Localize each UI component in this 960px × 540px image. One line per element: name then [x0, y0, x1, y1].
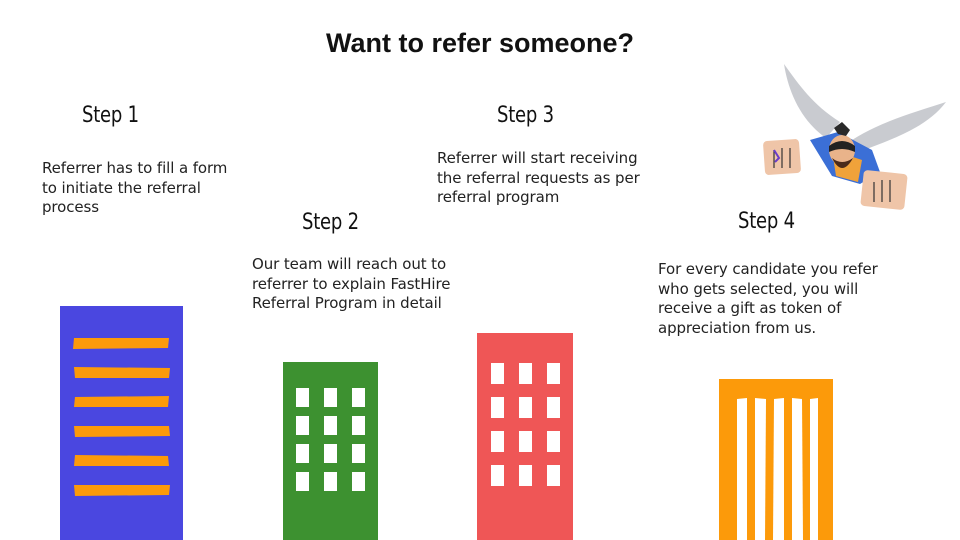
building-window	[491, 465, 504, 486]
step-1-text: Referrer has to fill a form to initiate …	[42, 159, 228, 216]
red-building-windows	[491, 363, 560, 486]
page-title: Want to refer someone?	[325, 28, 635, 58]
building-window	[519, 431, 532, 452]
orange-building-icon	[719, 379, 833, 540]
building-window	[296, 416, 309, 435]
building-window	[296, 472, 309, 491]
building-window	[519, 465, 532, 486]
step-1-heading: Step 1	[82, 103, 139, 128]
building-window	[519, 397, 532, 418]
building-window	[324, 416, 337, 435]
building-window	[352, 444, 365, 463]
building-window	[491, 397, 504, 418]
step-2-text: Our team will reach out to referrer to e…	[252, 255, 451, 312]
building-window	[547, 465, 560, 486]
step-4-heading: Step 4	[738, 209, 795, 234]
building-window	[324, 472, 337, 491]
green-building-windows	[296, 388, 365, 491]
building-window	[547, 431, 560, 452]
flying-superhero-icon	[763, 64, 946, 210]
step-3-heading: Step 3	[497, 103, 554, 128]
building-window	[352, 472, 365, 491]
building-window	[324, 388, 337, 407]
building-window	[547, 363, 560, 384]
building-window	[352, 416, 365, 435]
step-4-text: For every candidate you refer who gets s…	[658, 260, 878, 337]
building-window	[491, 431, 504, 452]
building-window	[324, 444, 337, 463]
building-window	[519, 363, 532, 384]
step-2-heading: Step 2	[302, 210, 359, 235]
building-window	[296, 388, 309, 407]
building-window	[352, 388, 365, 407]
step-3-text: Referrer will start receiving the referr…	[437, 149, 640, 206]
building-window	[491, 363, 504, 384]
blue-building-icon	[60, 306, 183, 540]
building-window	[547, 397, 560, 418]
building-window	[296, 444, 309, 463]
